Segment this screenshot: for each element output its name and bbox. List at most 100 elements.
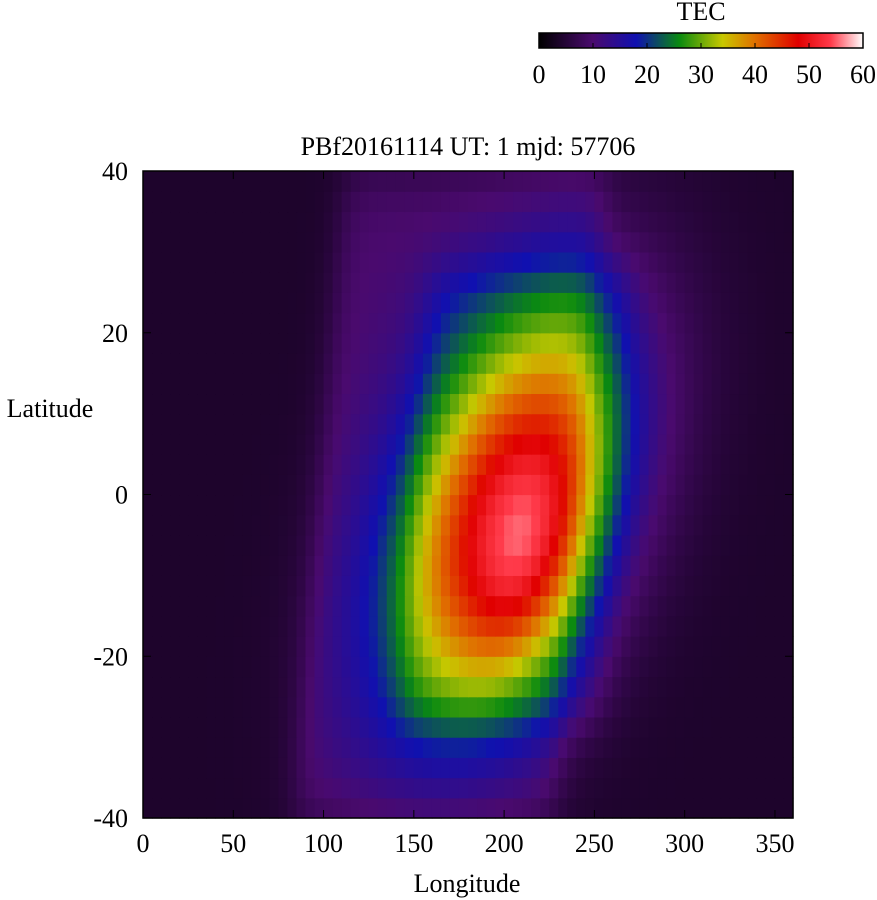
heatmap-cell — [161, 595, 171, 617]
heatmap-cell — [323, 171, 334, 192]
heatmap-cell — [377, 595, 388, 617]
heatmap-cell — [449, 494, 460, 516]
heatmap-cell — [756, 575, 767, 597]
heatmap-cell — [296, 231, 307, 253]
heatmap-cell — [449, 211, 460, 233]
heatmap-cell — [522, 413, 532, 435]
heatmap-cell — [341, 312, 352, 334]
heatmap-cell — [531, 393, 541, 415]
heatmap-cell — [179, 777, 189, 799]
heatmap-cell — [179, 332, 189, 354]
heatmap-cell — [612, 615, 623, 637]
heatmap-cell — [729, 454, 740, 475]
heatmap-cell — [567, 615, 577, 637]
heatmap-cell — [233, 575, 243, 597]
heatmap-cell — [377, 211, 388, 233]
heatmap-cell — [278, 757, 289, 779]
heatmap-cell — [377, 696, 388, 718]
heatmap-cell — [477, 514, 487, 536]
heatmap-cell — [332, 716, 343, 738]
heatmap-cell — [576, 433, 586, 455]
heatmap-cell — [657, 656, 668, 678]
heatmap-cell — [359, 272, 370, 293]
heatmap-cell — [549, 292, 559, 314]
heatmap-cell — [449, 312, 460, 334]
heatmap-cell — [269, 251, 280, 273]
heatmap-cell — [206, 292, 216, 314]
heatmap-cell — [170, 312, 180, 334]
heatmap-cell — [684, 716, 695, 738]
heatmap-cell — [693, 716, 704, 738]
heatmap-cell — [188, 615, 198, 637]
heatmap-cell — [269, 413, 280, 435]
heatmap-cell — [774, 312, 785, 334]
heatmap-cell — [287, 696, 298, 718]
heatmap-cell — [440, 352, 451, 374]
heatmap-cell — [449, 575, 460, 597]
heatmap-cell — [251, 393, 261, 415]
heatmap-cell — [341, 737, 352, 758]
heatmap-cell — [224, 696, 234, 718]
heatmap-cell — [612, 393, 623, 415]
heatmap-cell — [449, 272, 460, 293]
heatmap-cell — [422, 393, 433, 415]
heatmap-cell — [368, 656, 379, 678]
heatmap-cell — [287, 797, 298, 819]
heatmap-cell — [170, 413, 180, 435]
heatmap-cell — [729, 312, 740, 334]
heatmap-cell — [170, 555, 180, 576]
heatmap-cell — [305, 171, 316, 192]
heatmap-cell — [431, 716, 442, 738]
heatmap-cell — [305, 474, 316, 496]
heatmap-cell — [648, 797, 659, 819]
heatmap-cell — [161, 797, 171, 819]
heatmap-cell — [251, 534, 261, 556]
heatmap-cell — [495, 251, 505, 273]
heatmap-cell — [242, 757, 252, 779]
heatmap-cell — [359, 433, 370, 455]
heatmap-cell — [513, 797, 523, 819]
heatmap-cell — [603, 292, 614, 314]
heatmap-cell — [738, 696, 749, 718]
heatmap-cell — [305, 636, 316, 657]
heatmap-cell — [188, 555, 198, 576]
heatmap-cell — [206, 636, 216, 657]
heatmap-cell — [612, 474, 623, 496]
heatmap-cell — [287, 716, 298, 738]
heatmap-cell — [206, 797, 216, 819]
heatmap-cell — [720, 636, 731, 657]
heatmap-cell — [368, 777, 379, 799]
heatmap-cell — [738, 716, 749, 738]
heatmap-cell — [242, 231, 252, 253]
heatmap-cell — [323, 413, 334, 435]
heatmap-cell — [522, 656, 532, 678]
heatmap-cell — [612, 575, 623, 597]
heatmap-cell — [152, 433, 162, 455]
heatmap-cell — [675, 777, 686, 799]
heatmap-cell — [657, 716, 668, 738]
heatmap-cell — [558, 716, 568, 738]
heatmap-cell — [377, 393, 388, 415]
heatmap-cell — [693, 514, 704, 536]
heatmap-cell — [350, 373, 361, 395]
heatmap-cell — [684, 373, 695, 395]
heatmap-cell — [431, 534, 442, 556]
heatmap-cell — [576, 211, 586, 233]
heatmap-cell — [296, 251, 307, 273]
heatmap-cell — [170, 272, 180, 293]
heatmap-cell — [765, 211, 776, 233]
heatmap-cell — [477, 231, 487, 253]
heatmap-cell — [612, 272, 623, 293]
heatmap-cell — [332, 656, 343, 678]
heatmap-cell — [215, 352, 225, 374]
heatmap-cell — [756, 757, 767, 779]
heatmap-cell — [251, 555, 261, 576]
heatmap-cell — [251, 595, 261, 617]
heatmap-cell — [522, 514, 532, 536]
heatmap-cell — [314, 393, 325, 415]
heatmap-cell — [531, 272, 541, 293]
heatmap-cell — [449, 373, 460, 395]
heatmap-cell — [431, 615, 442, 637]
heatmap-cell — [558, 454, 568, 475]
heatmap-cell — [738, 272, 749, 293]
